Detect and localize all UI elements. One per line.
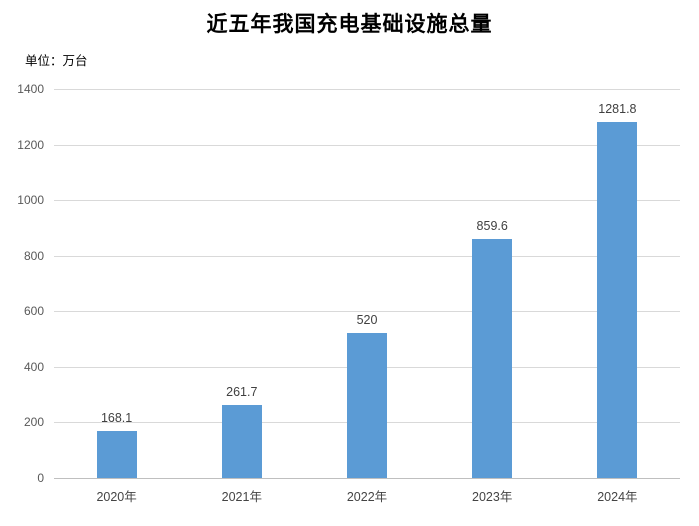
bar-2021年 bbox=[221, 404, 262, 478]
x-axis-tick-label: 2022年 bbox=[346, 489, 388, 504]
bar-value-label: 520 bbox=[356, 313, 378, 328]
x-axis-tick-label: 2021年 bbox=[221, 489, 262, 504]
y-axis-tick-label: 1200 bbox=[17, 137, 44, 152]
x-axis-tick-label: 2023年 bbox=[472, 489, 513, 504]
gridline-1400 bbox=[54, 89, 680, 90]
bar-value-label: 168.1 bbox=[100, 410, 133, 425]
chart-title: 近五年我国充电基础设施总量 bbox=[206, 11, 493, 36]
y-axis-tick-label: 800 bbox=[23, 248, 44, 263]
bar-value-label: 859.6 bbox=[476, 218, 508, 233]
y-axis-tick-label: 1400 bbox=[17, 82, 44, 96]
y-axis-tick-label: 600 bbox=[23, 304, 44, 318]
y-axis-tick-label: 1000 bbox=[17, 193, 44, 207]
y-axis-tick-label: 0 bbox=[37, 470, 44, 485]
bar-2024年 bbox=[597, 121, 638, 478]
x-axis-line bbox=[54, 477, 680, 479]
bar-2022年 bbox=[347, 333, 387, 478]
unit-label: 单位：万台 bbox=[25, 54, 88, 68]
y-axis-tick-label: 400 bbox=[23, 359, 44, 374]
gridline-600 bbox=[54, 311, 680, 312]
bar-2023年 bbox=[472, 238, 513, 478]
gridline-1000 bbox=[54, 200, 680, 201]
bar-value-label: 1281.8 bbox=[598, 101, 637, 116]
bar-chart-plot-area: 0 200 400 600 800 1000 1200 1400 168.1 2020年 261.7… bbox=[17, 83, 680, 504]
gridline-800 bbox=[54, 255, 680, 257]
y-axis-tick-label: 200 bbox=[23, 415, 44, 429]
x-axis-tick-label: 2020年 bbox=[96, 489, 137, 504]
bar-value-label: 261.7 bbox=[226, 384, 258, 399]
bar-2020年 bbox=[96, 430, 137, 478]
gridline-1200 bbox=[54, 144, 680, 146]
x-axis-tick-label: 2024年 bbox=[597, 489, 638, 504]
